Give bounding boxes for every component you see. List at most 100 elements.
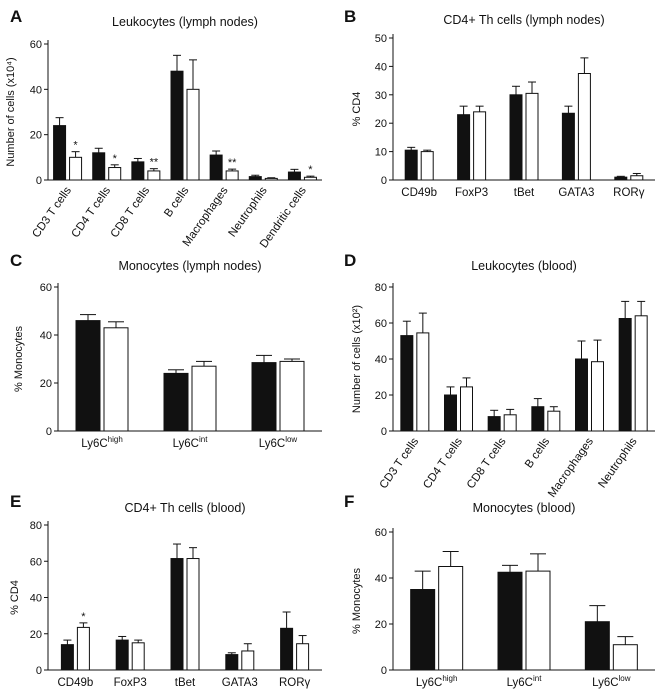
x-category-label: Ly6Cint xyxy=(173,435,209,450)
x-category-label: FoxP3 xyxy=(455,187,488,199)
bar-group2 xyxy=(191,365,217,432)
significance-marker: ** xyxy=(228,157,237,169)
bar-group1 xyxy=(248,176,262,181)
y-tick-label: 60 xyxy=(30,39,42,51)
x-category-label: CD49b xyxy=(401,187,437,199)
bar-group2 xyxy=(591,361,604,432)
bar-group1 xyxy=(404,149,418,181)
x-category-label: Ly6Clow xyxy=(259,435,298,450)
panel-label: E xyxy=(10,492,21,511)
significance-marker: * xyxy=(308,164,313,176)
x-category-label: RORγ xyxy=(613,187,645,199)
bar-group2 xyxy=(577,73,591,181)
bar-group2 xyxy=(186,558,200,671)
bar-group1 xyxy=(410,589,436,671)
x-category-label: CD8 T cells xyxy=(465,436,509,491)
y-tick-label: 20 xyxy=(30,130,42,142)
bar-group2 xyxy=(186,88,200,181)
x-category-label: Ly6Clow xyxy=(592,674,631,689)
x-category-label: CD4 T cells xyxy=(421,436,465,491)
x-category-label: Macrophages xyxy=(546,436,596,500)
panel-b: B CD4+ Th cells (lymph nodes) % CD4 0 10 20 30… xyxy=(344,7,655,199)
y-tick-label: 60 xyxy=(375,318,387,330)
bar-group1 xyxy=(614,176,628,181)
bar-group1 xyxy=(444,394,457,432)
y-tick-label: 80 xyxy=(375,282,387,294)
y-tick-label: 0 xyxy=(36,175,42,187)
bar-group2 xyxy=(420,151,434,181)
x-category-label: CD49b xyxy=(57,677,93,689)
y-tick-label: 30 xyxy=(375,90,387,102)
x-category-label: Ly6Chigh xyxy=(81,435,123,450)
y-tick-label: 50 xyxy=(375,33,387,45)
panel-label: F xyxy=(344,492,354,511)
panel-f: F Monocytes (blood) % Monocytes 0 20 40 60 Ly6C… xyxy=(344,492,655,689)
panel-label: D xyxy=(344,251,356,270)
x-category-label: CD8 T cells xyxy=(109,185,153,240)
bar-group1 xyxy=(509,94,523,181)
x-category-label: CD3 T cells xyxy=(30,185,74,240)
bar-group1 xyxy=(92,152,106,181)
x-category-label: CD3 T cells xyxy=(378,436,422,491)
x-category-label: Ly6Chigh xyxy=(416,674,458,689)
y-axis-label: % CD4 xyxy=(9,580,21,615)
chart-title: CD4+ Th cells (lymph nodes) xyxy=(443,13,604,27)
y-axis-label: Number of cells (x10²) xyxy=(351,305,363,413)
x-category-label: Ly6Cint xyxy=(507,674,543,689)
bar-group1 xyxy=(53,125,67,181)
y-tick-label: 60 xyxy=(40,282,52,294)
significance-marker: * xyxy=(113,153,118,165)
y-tick-label: 0 xyxy=(36,665,42,677)
panel-label: B xyxy=(344,7,356,26)
x-category-label: GATA3 xyxy=(558,187,594,199)
bar-group2 xyxy=(547,410,561,432)
y-tick-label: 0 xyxy=(381,175,387,187)
y-tick-label: 20 xyxy=(375,619,387,631)
bar-group1 xyxy=(225,654,239,671)
bar-group2 xyxy=(225,170,239,181)
bar-group1 xyxy=(251,362,277,432)
bar-group2 xyxy=(630,175,644,181)
significance-marker: * xyxy=(73,140,78,152)
chart-title: CD4+ Th cells (blood) xyxy=(124,501,245,515)
bar-group1 xyxy=(209,154,223,181)
y-tick-label: 0 xyxy=(46,426,52,438)
y-axis-label: % CD4 xyxy=(351,92,363,127)
bar-group1 xyxy=(60,644,74,671)
panel-a: A Leukocytes (lymph nodes) Number of cells… xyxy=(5,7,322,250)
chart-title: Leukocytes (lymph nodes) xyxy=(112,15,258,29)
significance-marker: ** xyxy=(150,157,159,169)
bar-group1 xyxy=(75,320,101,432)
bar-group2 xyxy=(416,332,430,432)
bar-group1 xyxy=(457,114,471,181)
y-tick-label: 40 xyxy=(30,84,42,96)
bar-group1 xyxy=(131,161,145,181)
y-axis-label: % Monocytes xyxy=(13,325,25,392)
x-category-label: GATA3 xyxy=(222,677,258,689)
bar-group1 xyxy=(280,627,294,671)
bar-group1 xyxy=(487,416,501,432)
bar-group1 xyxy=(163,372,189,432)
x-category-label: tBet xyxy=(514,187,535,199)
bar-group1 xyxy=(115,639,129,671)
bar-group2 xyxy=(525,92,539,181)
bar-group1 xyxy=(584,621,610,671)
x-category-label: tBet xyxy=(175,677,196,689)
bar-group2 xyxy=(612,644,638,671)
chart-title: Monocytes (blood) xyxy=(473,501,576,515)
y-tick-label: 20 xyxy=(375,390,387,402)
bar-group2 xyxy=(103,327,129,432)
y-tick-label: 0 xyxy=(381,426,387,438)
x-category-label: B cells xyxy=(162,185,191,220)
bar-group2 xyxy=(303,176,317,181)
bar-group1 xyxy=(561,112,575,181)
y-tick-label: 20 xyxy=(30,629,42,641)
y-tick-label: 20 xyxy=(40,378,52,390)
y-tick-label: 40 xyxy=(375,61,387,73)
bar-group1 xyxy=(400,335,414,432)
bar-group2 xyxy=(438,566,464,671)
panel-label: C xyxy=(10,251,22,270)
bar-group1 xyxy=(497,571,523,671)
panel-label: A xyxy=(10,7,22,26)
